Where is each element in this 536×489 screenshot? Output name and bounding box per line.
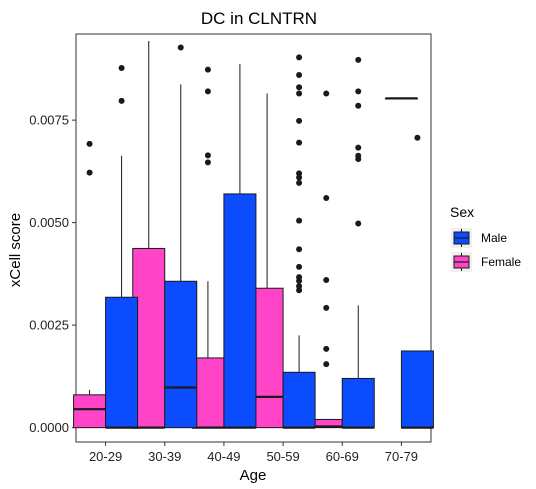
legend: Sex Male Female	[450, 204, 521, 272]
legend-label: Female	[481, 255, 521, 269]
x-tick-label: 60-69	[326, 449, 359, 464]
outlier-point	[296, 277, 303, 284]
box-70-79	[384, 97, 418, 100]
outlier-point	[296, 170, 303, 177]
x-axis-title: Age	[240, 467, 267, 484]
y-tick-label: 0.0050	[29, 215, 69, 230]
outlier-point	[296, 246, 303, 253]
outlier-point	[355, 102, 362, 109]
legend-entry-female: Female	[451, 252, 521, 272]
outlier-point	[118, 97, 125, 104]
outlier-point	[355, 56, 362, 63]
chart-title: DC in CLNTRN	[201, 9, 317, 28]
x-tick-label: 50-59	[266, 449, 299, 464]
outlier-point	[177, 44, 184, 51]
box-body	[282, 371, 316, 429]
outlier-point	[296, 72, 303, 79]
outlier-point	[296, 139, 303, 146]
outlier-point	[323, 345, 330, 352]
x-axis: 20-29 30-39 40-49 50-59 60-69 70-79	[89, 442, 418, 464]
outlier-point	[296, 54, 303, 61]
box-body	[223, 193, 257, 429]
legend-label: Male	[481, 231, 507, 245]
outlier-point	[296, 174, 303, 181]
box-60-69	[309, 90, 343, 429]
outlier-point	[414, 134, 421, 141]
y-tick-label: 0.0000	[29, 420, 69, 435]
outlier-point	[296, 90, 303, 97]
outlier-point	[296, 84, 303, 91]
box-body	[400, 350, 434, 429]
legend-entry-male: Male	[451, 228, 507, 248]
outlier-point	[204, 152, 211, 159]
outlier-point	[296, 263, 303, 270]
outlier-point	[296, 117, 303, 124]
box-70-79	[400, 134, 434, 429]
outlier-point	[296, 179, 303, 186]
outlier-point	[323, 361, 330, 368]
outlier-point	[118, 65, 125, 72]
outlier-point	[355, 144, 362, 151]
x-tick-label: 20-29	[89, 449, 122, 464]
box-20-29	[73, 140, 107, 429]
plot-panel	[73, 33, 434, 443]
box-50-59	[282, 54, 316, 429]
outlier-point	[323, 195, 330, 202]
outlier-point	[355, 88, 362, 95]
box-body	[341, 377, 375, 429]
outlier-point	[355, 220, 362, 227]
series-male	[105, 44, 434, 429]
outlier-point	[296, 287, 303, 294]
outlier-point	[296, 217, 303, 224]
y-tick-label: 0.0075	[29, 113, 69, 128]
box-body	[105, 296, 139, 429]
outlier-point	[323, 304, 330, 311]
outlier-point	[204, 66, 211, 73]
outlier-point	[86, 140, 93, 147]
x-tick-label: 40-49	[207, 449, 240, 464]
box-body	[164, 280, 198, 429]
outlier-point	[86, 169, 93, 176]
x-tick-label: 70-79	[385, 449, 418, 464]
x-tick-label: 30-39	[148, 449, 181, 464]
box-20-29	[105, 65, 139, 429]
y-tick-label: 0.0025	[29, 318, 69, 333]
box-body	[73, 394, 107, 429]
outlier-point	[355, 156, 362, 163]
outlier-point	[204, 159, 211, 166]
series-70-79-single	[384, 97, 418, 100]
legend-title: Sex	[450, 204, 474, 220]
outlier-point	[204, 88, 211, 95]
box-60-69	[341, 56, 375, 429]
box-40-49	[223, 63, 257, 429]
box-30-39	[164, 44, 198, 429]
outlier-point	[323, 90, 330, 97]
y-axis: 0.0000 0.0025 0.0050 0.0075	[29, 113, 76, 435]
outlier-point	[296, 283, 303, 290]
y-axis-title: xCell score	[7, 213, 24, 287]
outlier-point	[323, 277, 330, 284]
